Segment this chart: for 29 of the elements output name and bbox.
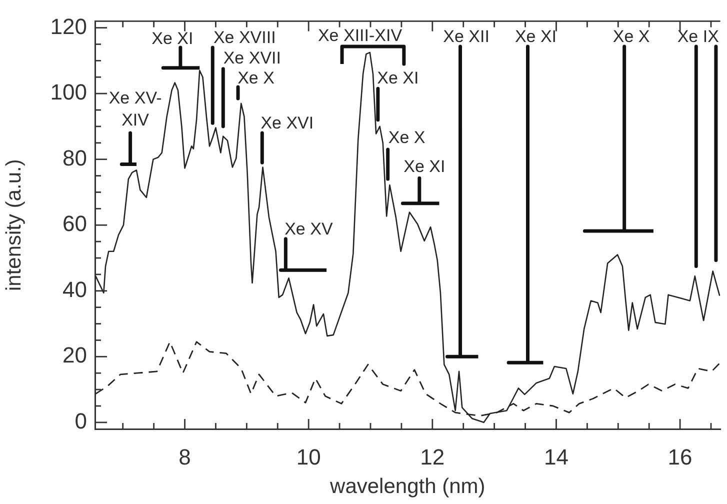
annotation: Xe X bbox=[238, 68, 274, 88]
annotation: Xe X bbox=[612, 27, 650, 46]
x-tick-label: 16 bbox=[668, 444, 692, 470]
y-tick-label: 120 bbox=[50, 14, 87, 39]
annotation: Xe XI bbox=[377, 68, 419, 88]
y-tick-label: 40 bbox=[62, 276, 87, 302]
x-axis-title: wavelength (nm) bbox=[329, 475, 486, 498]
annotation: Xe X bbox=[388, 128, 426, 148]
annotation: Xe XI bbox=[404, 156, 446, 176]
x-tick-label: 8 bbox=[178, 444, 191, 470]
annotation: Xe XV bbox=[284, 220, 334, 239]
x-tick-label: 12 bbox=[420, 444, 445, 470]
y-tick-label: 20 bbox=[62, 342, 87, 368]
y-tick-label: 0 bbox=[74, 408, 87, 434]
x-tick-label: 10 bbox=[296, 444, 321, 470]
y-tick-label: 80 bbox=[62, 145, 87, 170]
annotation: Xe XVI bbox=[260, 114, 314, 133]
y-tick-label: 100 bbox=[50, 80, 87, 105]
annotation: Xe XI bbox=[514, 27, 557, 46]
annotation: Xe XV- XIV bbox=[108, 88, 162, 130]
y-axis-title: intensity (a.u.) bbox=[2, 159, 26, 292]
annotation: Xe IX bbox=[677, 27, 719, 46]
annotation: Xe XI bbox=[152, 29, 194, 48]
y-tick-label: 60 bbox=[62, 211, 87, 236]
annotation: Xe XIII-XIV bbox=[318, 26, 403, 46]
annotation: Xe XII bbox=[443, 27, 490, 46]
annotation: Xe XVII bbox=[223, 48, 281, 68]
x-tick-label: 14 bbox=[544, 444, 568, 470]
annotation: Xe XVIII bbox=[213, 28, 276, 48]
